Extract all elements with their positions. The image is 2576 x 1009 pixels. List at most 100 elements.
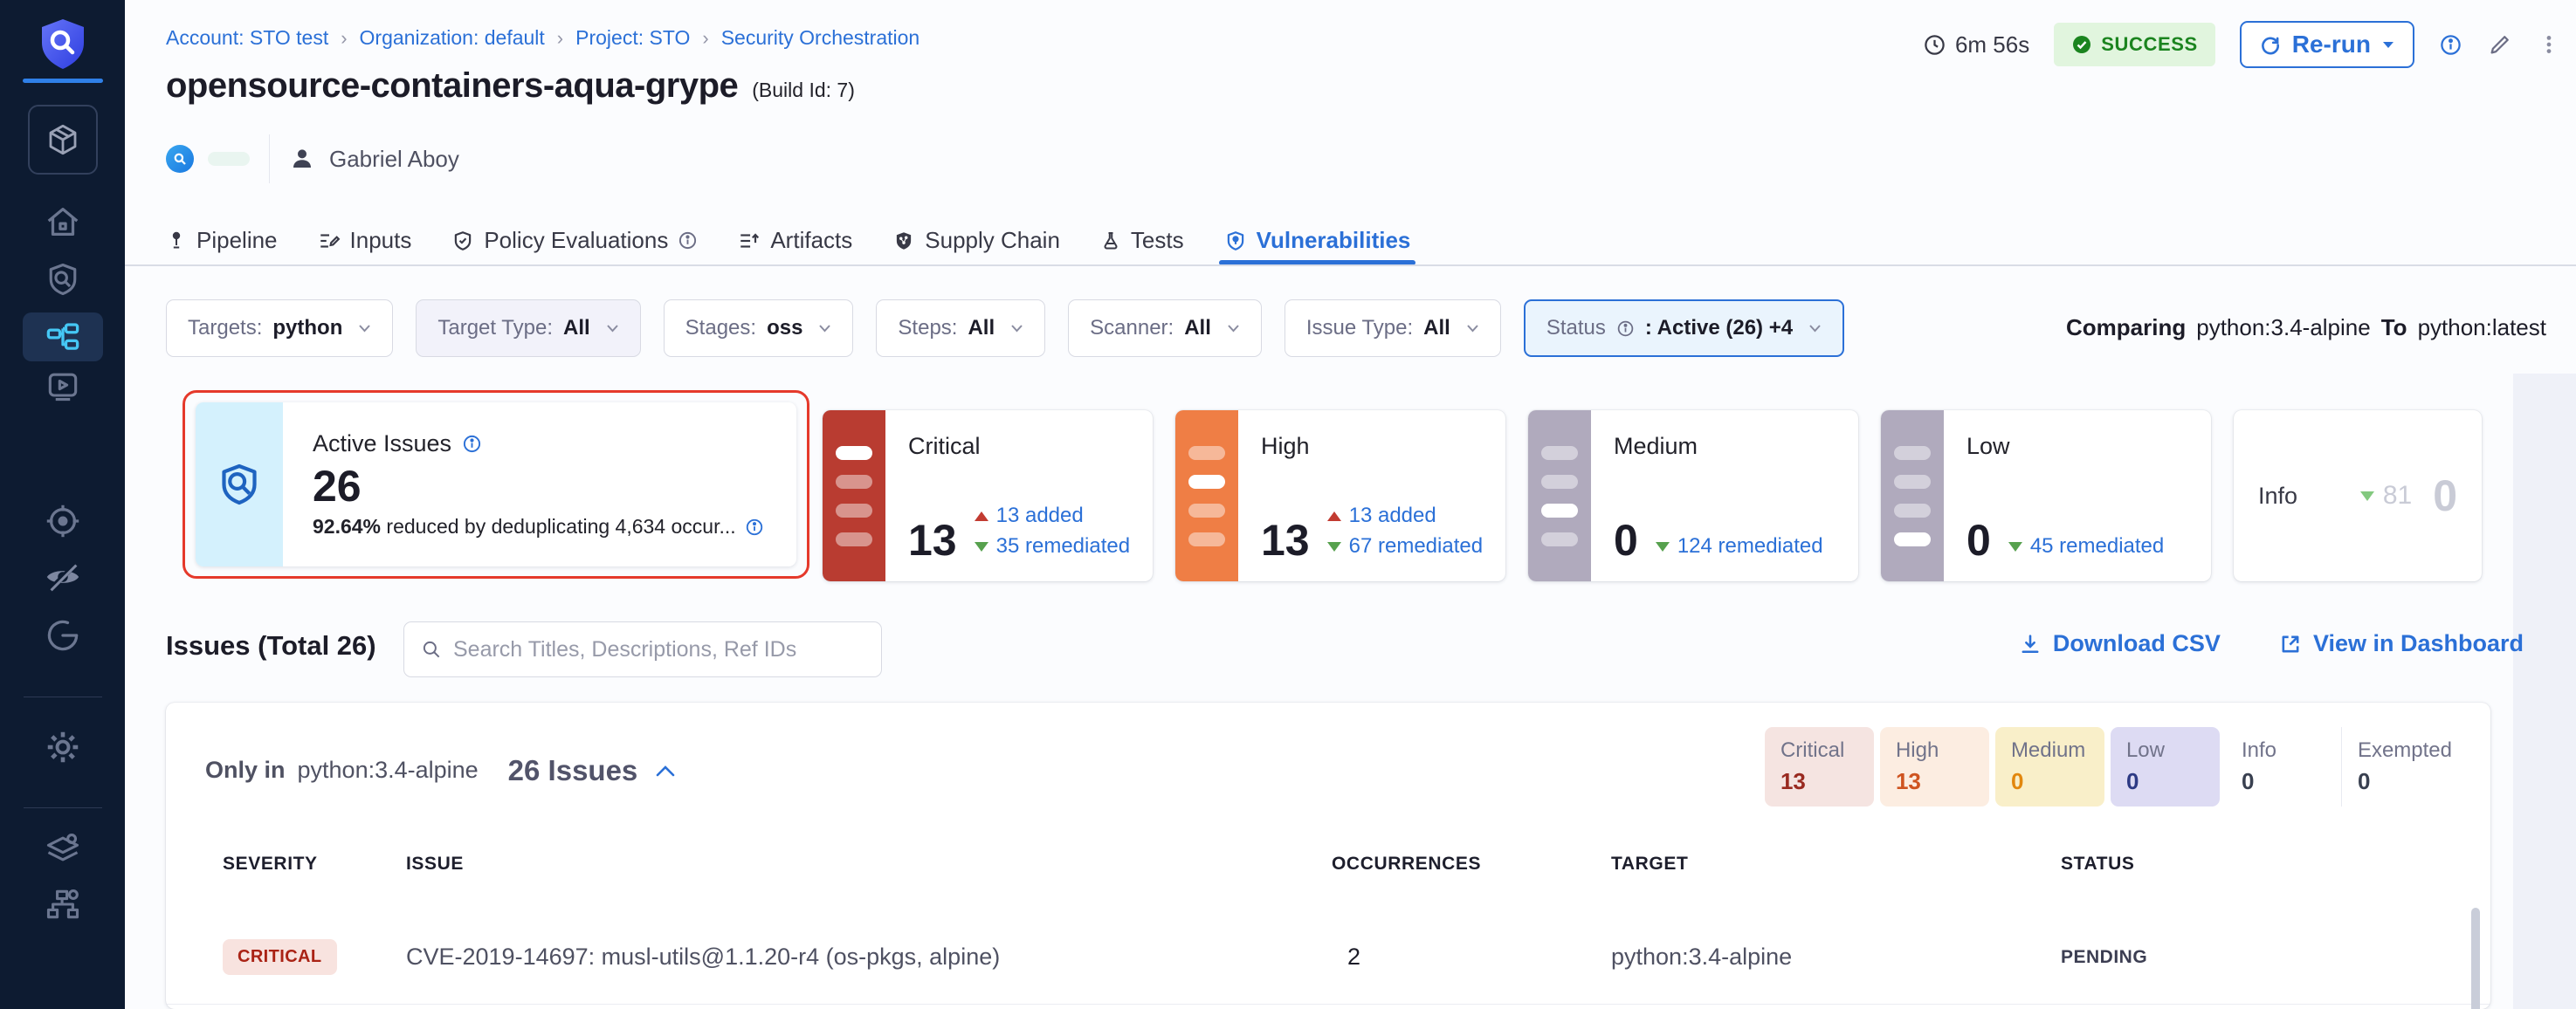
issues-table-header: SEVERITY ISSUE OCCURRENCES TARGET STATUS [166, 842, 2490, 886]
chip-low[interactable]: Low 0 [2110, 727, 2220, 807]
remediated-triangle-icon [1326, 541, 1341, 552]
breadcrumb-module[interactable]: Security Orchestration [720, 26, 920, 49]
breadcrumb-project[interactable]: Project: STO [575, 26, 691, 49]
chip-critical[interactable]: Critical 13 [1764, 727, 1874, 807]
remediated-text: 35 remediated [995, 534, 1131, 558]
col-severity: SEVERITY [223, 854, 318, 874]
remediated-triangle-icon [2359, 491, 2374, 501]
rerun-label: Re-run [2291, 31, 2371, 58]
added-text: 13 added [995, 504, 1084, 527]
sidebar-item-exemptions[interactable] [0, 557, 125, 597]
issue-group-header[interactable]: Only in python:3.4-alpine 26 Issues [205, 729, 676, 812]
filter-status[interactable]: Status : Active (26) +4 [1523, 299, 1845, 357]
execution-duration: 6m 56s [1923, 31, 2029, 58]
group-target: python:3.4-alpine [297, 757, 479, 783]
severity-title: Low [1966, 433, 2010, 459]
sidebar-item-pipelines-active[interactable] [0, 312, 125, 361]
search-input[interactable] [453, 636, 865, 662]
severity-card-critical[interactable]: Critical 13 13 added 35 remediated [823, 410, 1153, 581]
table-row[interactable]: CRITICAL CVE-2019-14697: musl-utils@1.1.… [166, 910, 2490, 1005]
tab-policy-evaluations[interactable]: Policy Evaluations [451, 216, 698, 265]
filter-label: Status [1546, 316, 1606, 340]
filter-value: python [272, 316, 343, 340]
kebab-menu-icon[interactable] [2538, 33, 2560, 56]
added-triangle-icon [1326, 511, 1341, 521]
filter-steps[interactable]: Steps: All [876, 299, 1046, 357]
severity-card-high[interactable]: High 13 13 added 67 remediated [1175, 410, 1505, 581]
sidebar-item-layers-settings[interactable] [0, 829, 125, 868]
shield-search-icon [44, 260, 82, 299]
severity-badge: CRITICAL [223, 939, 337, 975]
severity-title: Info [2258, 482, 2298, 509]
severity-card-info[interactable]: Info 81 0 [2234, 410, 2482, 581]
executions-icon [44, 367, 82, 405]
info-icon[interactable] [2439, 33, 2462, 57]
home-icon [43, 202, 83, 243]
sidebar-item-getting-started[interactable] [0, 616, 125, 655]
download-csv-button[interactable]: Download CSV [2018, 630, 2221, 657]
sidebar-item-settings[interactable] [0, 727, 125, 767]
sidebar-item-account-resources[interactable] [0, 885, 125, 923]
added-text: 13 added [1348, 504, 1436, 527]
medium-strip [1528, 410, 1591, 581]
sto-logo[interactable] [0, 16, 125, 72]
added-triangle-icon [974, 511, 988, 521]
sidebar-item-targets[interactable] [0, 501, 125, 541]
filter-label: Stages: [685, 316, 757, 340]
filter-issue-type[interactable]: Issue Type: All [1284, 299, 1501, 357]
occurrences-value: 2 [1347, 944, 1361, 970]
tab-vulnerabilities[interactable]: Vulnerabilities [1218, 216, 1416, 265]
chip-high[interactable]: High 13 [1879, 727, 1989, 807]
remediated-triangle-icon [1655, 541, 1670, 552]
tab-label: Pipeline [196, 227, 278, 253]
active-issues-card-selected[interactable]: Active Issues 26 92.64% reduced by dedup… [183, 390, 809, 579]
hierarchy-settings-icon [44, 885, 82, 923]
issues-actions: Download CSV View in Dashboard [2018, 630, 2524, 657]
remediated-text: 67 remediated [1348, 534, 1484, 558]
breadcrumb-separator: › [556, 26, 564, 49]
edit-pencil-icon[interactable] [2487, 31, 2513, 58]
filter-value: All [1423, 316, 1450, 340]
sidebar-item-executions[interactable] [0, 367, 125, 405]
chevron-up-icon[interactable] [655, 764, 676, 778]
filter-scanner[interactable]: Scanner: All [1068, 299, 1262, 357]
chip-value: 13 [1895, 768, 1921, 794]
chip-label: Critical [1780, 738, 1845, 762]
severity-card-medium[interactable]: Medium 0 124 remediated [1528, 410, 1858, 581]
high-strip [1175, 410, 1238, 581]
info-icon[interactable] [462, 434, 482, 454]
severity-card-low[interactable]: Low 0 45 remediated [1881, 410, 2211, 581]
filter-target-type[interactable]: Target Type: All [416, 299, 641, 357]
severity-count: 13 [908, 516, 957, 565]
rerun-button[interactable]: Re-run [2239, 21, 2414, 68]
breadcrumb-account[interactable]: Account: STO test [166, 26, 329, 49]
cube-module-icon [45, 121, 81, 158]
filter-stages[interactable]: Stages: oss [663, 299, 854, 357]
breadcrumb-organization[interactable]: Organization: default [359, 26, 545, 49]
sidebar-item-home[interactable] [0, 202, 125, 243]
chip-medium[interactable]: Medium 0 [1994, 727, 2104, 807]
decor-pill [208, 152, 250, 166]
tab-tests[interactable]: Tests [1100, 216, 1184, 265]
tab-artifacts[interactable]: Artifacts [738, 216, 852, 265]
scrollbar-thumb[interactable] [2471, 908, 2480, 1009]
active-issues-label: Active Issues [313, 430, 452, 456]
scroll-track [2513, 374, 2576, 1009]
execution-meta: 6m 56s SUCCESS Re-run [1923, 19, 2560, 70]
tab-supply-chain[interactable]: Supply Chain [892, 216, 1060, 265]
info-icon[interactable] [745, 518, 764, 537]
policy-shield-check-icon [451, 230, 474, 252]
page-title: opensource-containers-aqua-grype [166, 66, 739, 105]
filter-targets[interactable]: Targets: python [166, 299, 394, 357]
chip-value: 13 [1780, 768, 1806, 794]
tab-inputs[interactable]: Inputs [318, 216, 411, 265]
status-badge: SUCCESS [2054, 23, 2215, 66]
view-dashboard-button[interactable]: View in Dashboard [2278, 630, 2524, 657]
artifacts-tab-icon [738, 230, 761, 252]
sidebar-item-scans[interactable] [0, 260, 125, 299]
chip-exempted[interactable]: Exempted 0 [2340, 727, 2468, 807]
tab-pipeline[interactable]: Pipeline [166, 216, 278, 265]
info-icon[interactable] [678, 230, 698, 251]
chip-info[interactable]: Info 0 [2226, 727, 2335, 807]
module-selector[interactable] [0, 105, 125, 175]
